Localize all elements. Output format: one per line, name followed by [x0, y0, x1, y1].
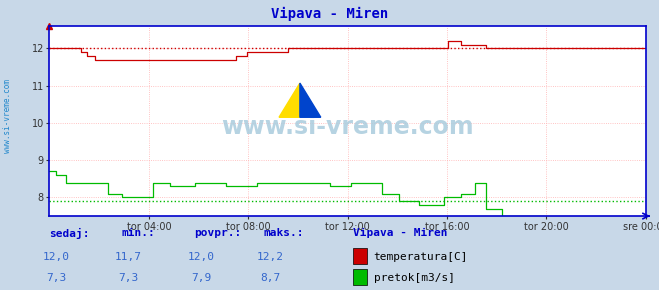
Text: 7,3: 7,3 [46, 273, 66, 283]
Text: pretok[m3/s]: pretok[m3/s] [374, 273, 455, 283]
Text: www.si-vreme.com: www.si-vreme.com [221, 115, 474, 139]
Text: 12,0: 12,0 [43, 252, 69, 262]
Text: 11,7: 11,7 [115, 252, 142, 262]
Text: Vipava - Miren: Vipava - Miren [271, 7, 388, 21]
Text: 12,2: 12,2 [257, 252, 283, 262]
Text: 7,9: 7,9 [191, 273, 211, 283]
Text: 8,7: 8,7 [260, 273, 280, 283]
Polygon shape [279, 83, 300, 117]
Text: temperatura[C]: temperatura[C] [374, 252, 468, 262]
Text: sedaj:: sedaj: [49, 228, 90, 239]
Text: maks.:: maks.: [264, 229, 304, 238]
Text: min.:: min.: [122, 229, 156, 238]
Text: 7,3: 7,3 [119, 273, 138, 283]
Text: Vipava - Miren: Vipava - Miren [353, 229, 447, 238]
Polygon shape [300, 83, 321, 117]
Text: www.si-vreme.com: www.si-vreme.com [3, 79, 13, 153]
Text: povpr.:: povpr.: [194, 229, 242, 238]
Text: 12,0: 12,0 [188, 252, 214, 262]
